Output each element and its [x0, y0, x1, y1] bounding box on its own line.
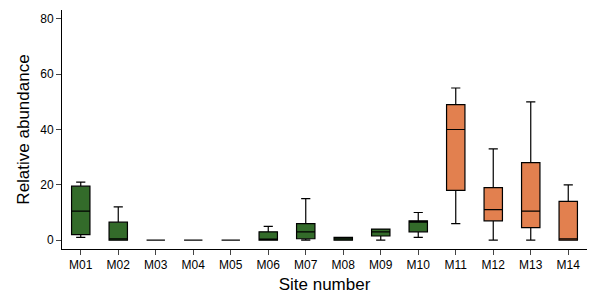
svg-text:M07: M07: [294, 258, 318, 272]
svg-text:40: 40: [40, 123, 54, 137]
svg-text:M05: M05: [219, 258, 243, 272]
svg-text:M13: M13: [519, 258, 543, 272]
svg-text:M11: M11: [445, 258, 468, 272]
svg-text:60: 60: [40, 67, 54, 81]
svg-text:M02: M02: [107, 258, 131, 272]
svg-text:M06: M06: [257, 258, 281, 272]
svg-text:M01: M01: [69, 258, 93, 272]
svg-text:M04: M04: [182, 258, 206, 272]
svg-text:M12: M12: [482, 258, 506, 272]
svg-text:M09: M09: [369, 258, 393, 272]
svg-text:M08: M08: [332, 258, 356, 272]
svg-text:M03: M03: [144, 258, 168, 272]
svg-text:M10: M10: [407, 258, 431, 272]
svg-text:20: 20: [40, 178, 54, 192]
svg-text:M14: M14: [557, 258, 581, 272]
svg-text:80: 80: [40, 12, 54, 26]
svg-text:0: 0: [47, 233, 54, 247]
svg-text:Relative abundance: Relative abundance: [14, 54, 33, 204]
svg-text:Site number: Site number: [279, 275, 371, 294]
